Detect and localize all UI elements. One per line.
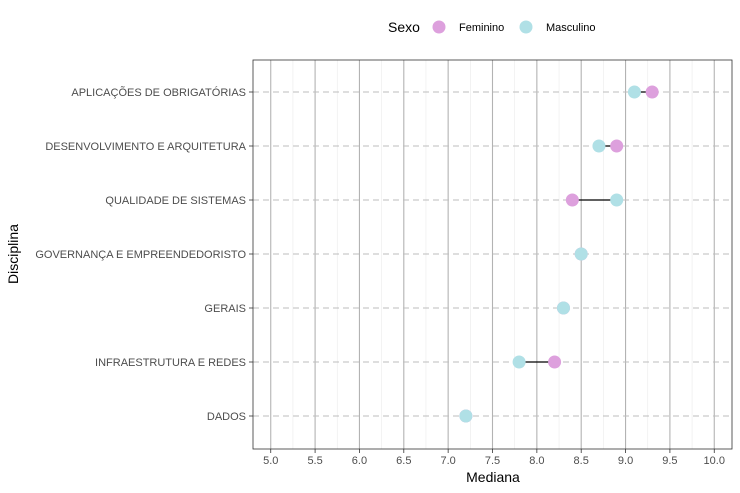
legend-key-feminino (432, 20, 446, 34)
point-masculino (574, 247, 588, 261)
x-axis-title: Mediana (466, 469, 520, 485)
y-tick-label: GOVERNANÇA E EMPREENDEDORISTO (35, 249, 246, 261)
x-tick-label: 10.0 (704, 455, 725, 467)
point-feminino (565, 193, 579, 207)
y-tick-label: INFRAESTRUTURA E REDES (95, 357, 246, 369)
point-masculino (627, 85, 641, 99)
legend-key-masculino (519, 20, 533, 34)
x-tick-label: 6.0 (352, 455, 367, 467)
y-tick-label: APLICAÇÕES DE OBRIGATÓRIAS (71, 86, 246, 99)
point-masculino (512, 355, 526, 369)
x-tick-label: 5.0 (263, 455, 278, 467)
point-masculino (556, 301, 570, 315)
point-masculino (459, 409, 473, 423)
legend-label-masculino: Masculino (546, 22, 596, 34)
y-tick-label: QUALIDADE DE SISTEMAS (105, 195, 246, 207)
x-tick-label: 9.5 (662, 455, 677, 467)
y-tick-label: DADOS (207, 411, 246, 423)
x-tick-label: 6.5 (396, 455, 411, 467)
y-tick-label: GERAIS (204, 303, 246, 315)
x-tick-label: 9.0 (618, 455, 633, 467)
x-tick-label: 8.0 (529, 455, 544, 467)
legend-label-feminino: Feminino (459, 22, 504, 34)
y-axis-title: Disciplina (5, 224, 21, 284)
point-feminino (610, 139, 624, 153)
point-feminino (645, 85, 659, 99)
point-feminino (548, 355, 562, 369)
legend-title: Sexo (388, 19, 420, 35)
x-tick-label: 8.5 (574, 455, 589, 467)
point-masculino (610, 193, 624, 207)
x-tick-label: 7.5 (485, 455, 500, 467)
y-tick-label: DESENVOLVIMENTO E ARQUITETURA (45, 141, 246, 153)
x-tick-label: 5.5 (307, 455, 322, 467)
legend: Sexo Feminino Masculino (388, 19, 596, 35)
x-tick-label: 7.0 (440, 455, 455, 467)
point-masculino (592, 139, 606, 153)
